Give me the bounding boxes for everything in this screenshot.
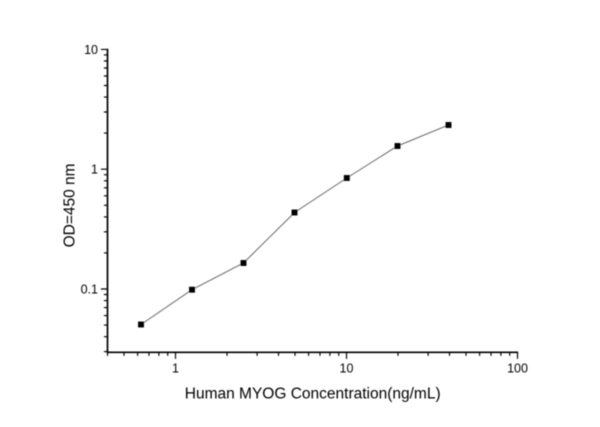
svg-text:Human MYOG Concentration(ng/mL: Human MYOG Concentration(ng/mL): [185, 386, 441, 403]
svg-text:OD=450 nm: OD=450 nm: [62, 163, 79, 247]
svg-text:0.1: 0.1: [81, 282, 98, 296]
svg-text:100: 100: [507, 362, 528, 376]
svg-text:10: 10: [340, 362, 354, 376]
svg-text:10: 10: [84, 43, 98, 57]
svg-text:1: 1: [91, 163, 98, 177]
svg-text:1: 1: [172, 362, 179, 376]
